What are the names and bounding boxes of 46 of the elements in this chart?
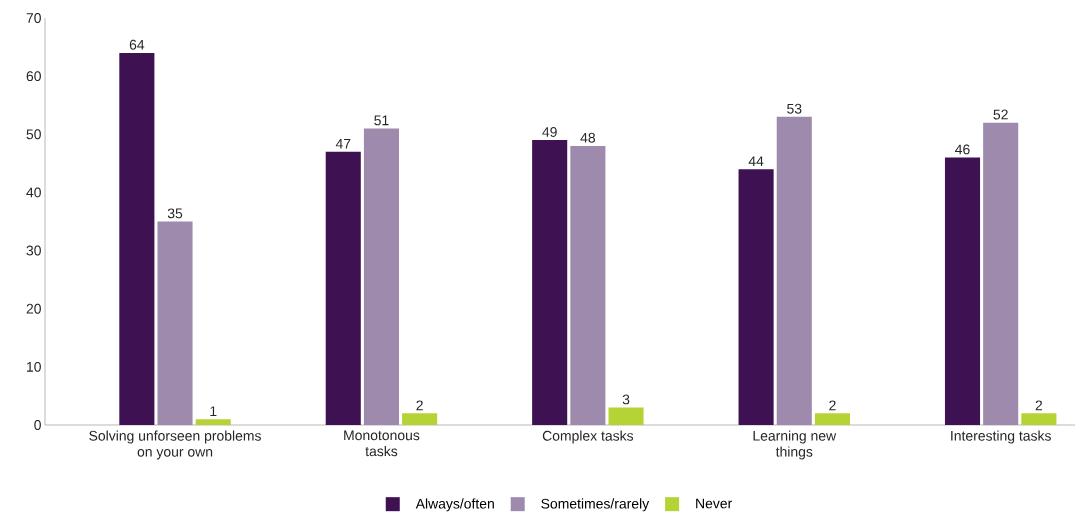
x-tick-label: Monotonous tasks bbox=[344, 430, 420, 457]
y-tick-label: 0 bbox=[34, 420, 41, 430]
bar bbox=[608, 407, 644, 425]
x-tick-label: Interesting tasks bbox=[951, 430, 1051, 444]
bar bbox=[157, 221, 193, 425]
bar bbox=[402, 413, 438, 425]
y-tick-label: 40 bbox=[26, 187, 41, 198]
bar bbox=[814, 413, 851, 425]
data-label: 47 bbox=[335, 138, 351, 149]
y-tick-label: 30 bbox=[26, 245, 41, 256]
x-tick-label: Solving unforseen problems on your own bbox=[89, 430, 261, 460]
bar bbox=[1021, 413, 1057, 425]
bar bbox=[570, 145, 606, 425]
data-label: 3 bbox=[622, 394, 630, 405]
data-label: 2 bbox=[829, 400, 836, 411]
bar bbox=[983, 122, 1019, 425]
y-tick-label: 70 bbox=[26, 13, 41, 23]
data-label: 53 bbox=[787, 103, 802, 114]
y-tick-label: 10 bbox=[27, 361, 41, 372]
data-label: 1 bbox=[210, 406, 217, 416]
bar bbox=[119, 52, 155, 425]
legend-label: Always/often bbox=[415, 498, 494, 512]
y-tick-label: 20 bbox=[26, 303, 41, 314]
legend-label: Sometimes/rarely bbox=[541, 498, 650, 512]
bar bbox=[738, 169, 774, 425]
data-label: 2 bbox=[1035, 400, 1043, 411]
data-label: 44 bbox=[748, 156, 764, 166]
y-tick-label: 50 bbox=[26, 129, 41, 140]
data-label: 48 bbox=[580, 132, 596, 143]
bar bbox=[363, 128, 399, 425]
data-label: 46 bbox=[955, 144, 970, 155]
bar bbox=[776, 116, 812, 425]
bar bbox=[944, 157, 981, 425]
data-label: 2 bbox=[416, 400, 423, 411]
bar bbox=[532, 140, 568, 425]
data-label: 52 bbox=[993, 109, 1008, 120]
data-label: 51 bbox=[374, 115, 389, 126]
bar bbox=[325, 151, 361, 425]
data-label: 35 bbox=[167, 208, 183, 219]
data-label: 49 bbox=[542, 127, 557, 137]
x-tick-label: Learning new things bbox=[753, 430, 837, 460]
y-tick-label: 60 bbox=[26, 71, 41, 82]
x-tick-label: Complex tasks bbox=[542, 430, 634, 444]
data-label: 64 bbox=[129, 39, 145, 50]
legend-label: Never bbox=[696, 498, 733, 509]
bar bbox=[195, 419, 231, 425]
